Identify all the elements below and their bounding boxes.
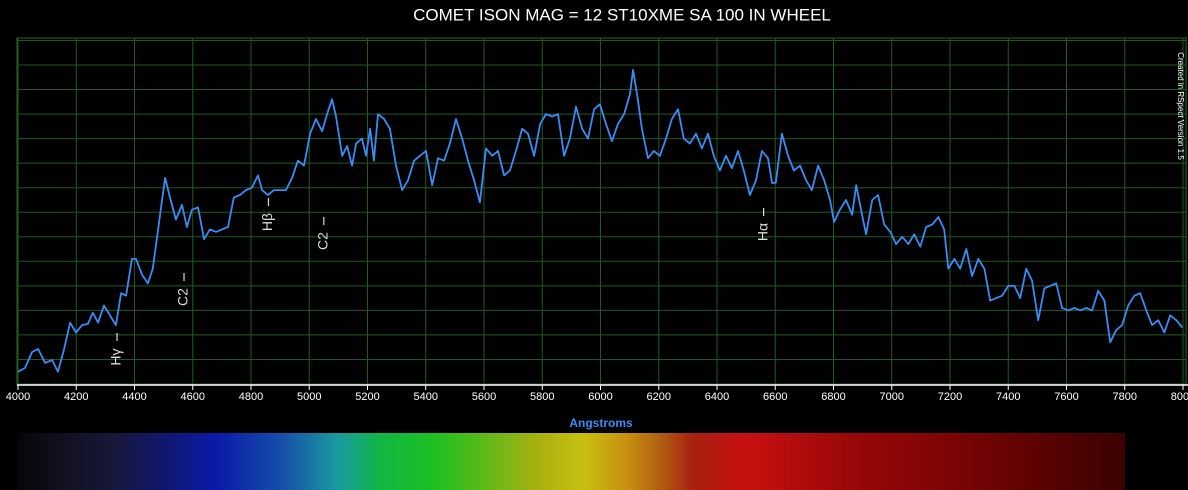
x-tick-label: 5600: [472, 391, 496, 403]
x-tick-label: 7200: [938, 391, 962, 403]
side-note: Created in RSpect Version 1.5: [1176, 52, 1185, 160]
x-tick-label: 5200: [355, 391, 379, 403]
x-tick-label: 6800: [821, 391, 845, 403]
x-tick-label: 8000: [1171, 391, 1188, 403]
x-tick-label: 4200: [64, 391, 88, 403]
spectrum-line: [17, 69, 1184, 373]
x-tick-label: 4800: [239, 391, 263, 403]
annotation-label: C2: [315, 232, 331, 250]
x-tick-label: 5000: [297, 391, 321, 403]
annotation-label: C2: [175, 288, 191, 306]
annotation-label: Hα: [754, 223, 770, 241]
x-tick-label: 6200: [647, 391, 671, 403]
x-tick-label: 5800: [530, 391, 554, 403]
x-tick-label: 6600: [763, 391, 787, 403]
x-tick-label: 4400: [122, 391, 146, 403]
spectrum-strip: [17, 433, 1125, 490]
annotation-label: Hγ: [108, 348, 124, 365]
x-tick-label: 7600: [1054, 391, 1078, 403]
annotation-label: Hβ: [259, 213, 275, 231]
chart-title: COMET ISON MAG = 12 ST10XME SA 100 IN WH…: [413, 5, 831, 24]
x-tick-label: 7400: [996, 391, 1020, 403]
x-tick-label: 4600: [181, 391, 205, 403]
x-tick-label: 6000: [588, 391, 612, 403]
x-tick-label: 6400: [705, 391, 729, 403]
x-axis-label: Angstroms: [569, 416, 633, 430]
x-tick-label: 7000: [880, 391, 904, 403]
grid: [17, 38, 1186, 385]
x-tick-label: 7800: [1113, 391, 1137, 403]
x-tick-label: 5400: [414, 391, 438, 403]
x-tick-label: 4000: [6, 391, 30, 403]
